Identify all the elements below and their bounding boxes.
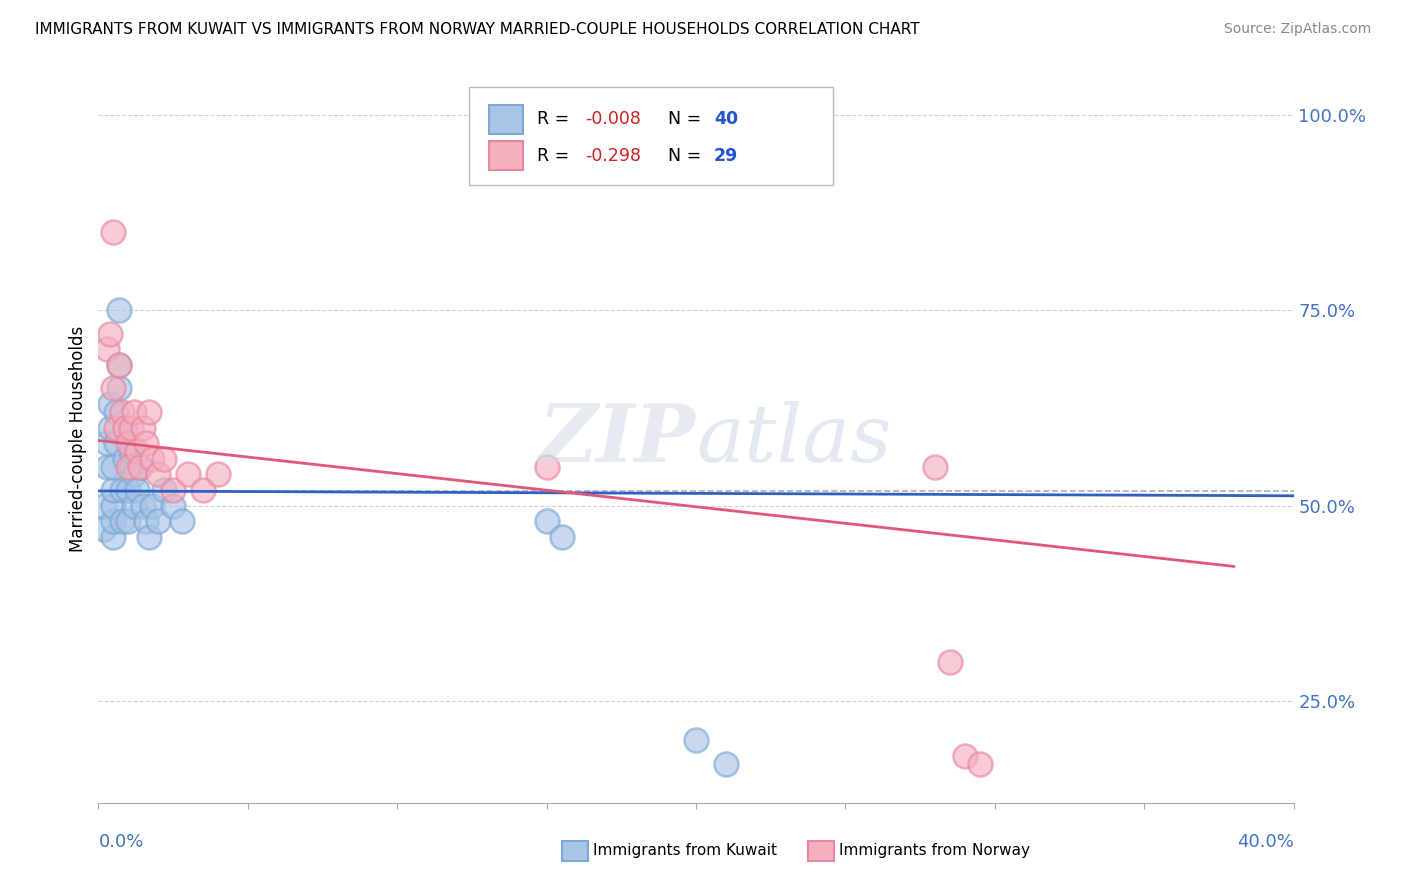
Text: Immigrants from Kuwait: Immigrants from Kuwait <box>593 844 778 858</box>
Point <box>162 483 184 497</box>
Point <box>103 459 125 474</box>
FancyBboxPatch shape <box>470 87 834 185</box>
Point <box>153 483 176 497</box>
Text: -0.298: -0.298 <box>585 147 641 165</box>
Point <box>108 358 131 372</box>
Point <box>153 451 176 466</box>
Point <box>120 444 142 458</box>
Point <box>129 459 152 474</box>
Text: R =: R = <box>537 111 575 128</box>
Point <box>117 459 139 474</box>
Point <box>953 748 976 763</box>
Bar <box>489 141 523 170</box>
Point <box>550 530 572 544</box>
Point <box>207 467 229 482</box>
Point <box>124 499 146 513</box>
Point <box>114 451 136 466</box>
Point <box>969 756 991 771</box>
Y-axis label: Married-couple Households: Married-couple Households <box>69 326 87 552</box>
Point <box>93 522 115 536</box>
Point <box>98 326 122 341</box>
Point <box>96 459 118 474</box>
Bar <box>808 841 834 861</box>
Point <box>103 382 125 396</box>
Point <box>105 405 128 419</box>
Point <box>172 515 194 529</box>
Point <box>714 756 737 771</box>
Point <box>191 483 214 497</box>
Point <box>536 515 558 529</box>
Point <box>148 515 170 529</box>
Text: R =: R = <box>537 147 575 165</box>
Point <box>98 420 122 434</box>
Point <box>141 451 163 466</box>
Point <box>103 530 125 544</box>
Point <box>98 397 122 411</box>
Point <box>129 459 152 474</box>
Text: Immigrants from Norway: Immigrants from Norway <box>839 844 1031 858</box>
Point <box>138 405 160 419</box>
Text: ZIP: ZIP <box>538 401 696 478</box>
Point <box>96 343 118 357</box>
Point <box>120 420 142 434</box>
Text: atlas: atlas <box>696 401 891 478</box>
Point <box>103 499 125 513</box>
Point <box>111 515 134 529</box>
Point <box>132 420 155 434</box>
Point <box>939 655 962 669</box>
Point <box>117 515 139 529</box>
Point <box>924 459 946 474</box>
Point <box>120 459 142 474</box>
Point <box>103 225 125 239</box>
Point <box>127 444 149 458</box>
Point <box>124 467 146 482</box>
Point <box>536 459 558 474</box>
Point <box>135 436 157 450</box>
Point <box>177 467 200 482</box>
Point <box>117 436 139 450</box>
Text: Source: ZipAtlas.com: Source: ZipAtlas.com <box>1223 22 1371 37</box>
Text: IMMIGRANTS FROM KUWAIT VS IMMIGRANTS FROM NORWAY MARRIED-COUPLE HOUSEHOLDS CORRE: IMMIGRANTS FROM KUWAIT VS IMMIGRANTS FRO… <box>35 22 920 37</box>
Point <box>138 530 160 544</box>
Point <box>93 499 115 513</box>
Point <box>103 483 125 497</box>
Text: 0.0%: 0.0% <box>98 833 143 851</box>
Point <box>162 499 184 513</box>
Text: N =: N = <box>668 111 707 128</box>
Text: 40: 40 <box>714 111 738 128</box>
Point <box>132 499 155 513</box>
Point <box>148 467 170 482</box>
Point <box>135 515 157 529</box>
Point <box>127 483 149 497</box>
Text: 29: 29 <box>714 147 738 165</box>
Point <box>141 499 163 513</box>
Text: 40.0%: 40.0% <box>1237 833 1294 851</box>
Bar <box>489 105 523 134</box>
Point <box>114 420 136 434</box>
Point <box>114 420 136 434</box>
Point <box>105 436 128 450</box>
Point <box>103 515 125 529</box>
Point <box>105 420 128 434</box>
Point <box>108 382 131 396</box>
Bar <box>562 841 588 861</box>
Point <box>124 405 146 419</box>
Text: -0.008: -0.008 <box>585 111 641 128</box>
Text: N =: N = <box>668 147 707 165</box>
Point <box>117 483 139 497</box>
Point <box>96 436 118 450</box>
Point <box>685 733 707 747</box>
Point <box>108 358 131 372</box>
Point <box>108 303 131 318</box>
Point <box>111 483 134 497</box>
Point <box>111 405 134 419</box>
